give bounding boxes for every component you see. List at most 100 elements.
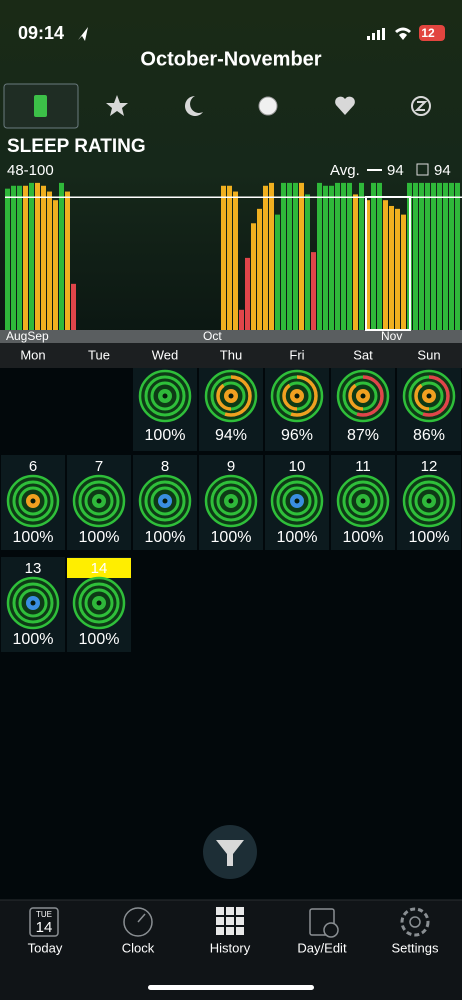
- clock-icon[interactable]: [258, 96, 278, 116]
- sleep-bar: [281, 182, 286, 330]
- home-indicator: [148, 985, 314, 990]
- sleep-rings: [204, 369, 258, 423]
- ring-center: [30, 600, 36, 606]
- tab-label[interactable]: Clock: [122, 940, 155, 955]
- ring-accent-inner: [216, 381, 246, 411]
- ring-accent-inner: [414, 381, 444, 411]
- selected-week-box: [365, 196, 411, 331]
- selected-value: 94: [434, 162, 451, 179]
- ring: [12, 582, 54, 624]
- sleep-bar: [71, 283, 76, 330]
- sleep-bar: [437, 182, 442, 330]
- sleep-rings: [6, 576, 60, 630]
- ring-center: [96, 600, 102, 606]
- day-number: 13: [25, 560, 42, 577]
- today-icon-day: 14: [36, 919, 53, 936]
- sleep-bar: [53, 200, 58, 330]
- average-label: Avg.: [330, 162, 360, 179]
- sleep-bar: [47, 191, 52, 330]
- history-tab-icon[interactable]: [216, 907, 244, 935]
- sleep-bar: [245, 257, 250, 330]
- weekday-label: Mon: [20, 347, 45, 362]
- snooze-z: [414, 101, 428, 111]
- sleep-bar: [425, 182, 430, 330]
- signal-icon: [367, 28, 385, 40]
- weekday-label: Sat: [353, 347, 373, 362]
- ring: [84, 486, 114, 516]
- day-percent: 96%: [281, 427, 313, 444]
- day-edit-clock: [323, 922, 339, 938]
- location-icon: [78, 27, 88, 41]
- sleep-bar: [275, 214, 280, 330]
- day-number: 8: [161, 458, 169, 475]
- sleep-bar: [389, 205, 394, 330]
- sleep-bar: [305, 194, 310, 330]
- ring: [84, 588, 114, 618]
- sleep-bar: [341, 182, 346, 330]
- tab-label[interactable]: Day/Edit: [297, 940, 347, 955]
- day-percent: 100%: [145, 427, 186, 444]
- ring-accent-inner: [282, 381, 312, 411]
- filter-icon: [216, 840, 244, 866]
- day-percent: 87%: [347, 427, 379, 444]
- day-percent: 100%: [79, 529, 120, 546]
- sleep-rings: [6, 474, 60, 528]
- sleep-bar: [317, 182, 322, 330]
- sleep-rings: [336, 369, 390, 423]
- sleep-bar: [251, 223, 256, 330]
- ring-accent: [408, 375, 450, 417]
- sleep-bar: [5, 188, 10, 330]
- ring: [144, 375, 186, 417]
- settings-tab-icon[interactable]: [400, 907, 430, 937]
- ring: [342, 480, 384, 522]
- day-percent: 100%: [13, 529, 54, 546]
- weekday-label: Thu: [220, 347, 242, 362]
- day-percent: 94%: [215, 427, 247, 444]
- sleep-rings: [402, 474, 456, 528]
- tab-label[interactable]: Today: [28, 940, 63, 955]
- sleep-bar: [401, 214, 406, 330]
- month-strip: [0, 330, 462, 343]
- tab-label[interactable]: Settings: [392, 940, 439, 955]
- star-icon[interactable]: [106, 95, 128, 116]
- sleep-rings: [270, 474, 324, 528]
- today-icon[interactable]: [29, 907, 59, 937]
- ring-center: [162, 393, 168, 399]
- moon-icon[interactable]: [185, 96, 203, 116]
- sleep-rings: [72, 474, 126, 528]
- sleep-rings: [72, 576, 126, 630]
- day-percent: 100%: [277, 529, 318, 546]
- ring: [78, 480, 120, 522]
- ring-center: [30, 498, 36, 504]
- ring: [78, 582, 120, 624]
- sleep-bar: [455, 182, 460, 330]
- tab-label[interactable]: History: [210, 940, 251, 955]
- snooze-icon[interactable]: [411, 96, 431, 116]
- sleep-bar: [431, 182, 436, 330]
- sleep-bar: [257, 208, 262, 330]
- sleep-bar: [41, 185, 46, 330]
- sleep-bar: [365, 200, 370, 330]
- ring: [282, 486, 312, 516]
- sleep-bar: [347, 182, 352, 330]
- day-number: 9: [227, 458, 235, 475]
- ring-center: [360, 498, 366, 504]
- day-edit-tab-icon[interactable]: [309, 908, 335, 936]
- clock-tab-icon[interactable]: [123, 907, 153, 937]
- ring: [18, 588, 48, 618]
- tab-bar-background: [0, 900, 462, 1000]
- sleep-bar: [233, 191, 238, 330]
- ring-accent-inner: [348, 381, 378, 411]
- heart-icon[interactable]: [335, 96, 355, 115]
- today-icon-weekday: TUE: [36, 910, 52, 919]
- sleep-rings: [402, 369, 456, 423]
- day-percent: 100%: [343, 529, 384, 546]
- chart-title: SLEEP RATING: [7, 136, 146, 157]
- ring-center: [96, 498, 102, 504]
- ring-center: [162, 498, 168, 504]
- sleep-bar: [35, 182, 40, 330]
- battery-icon: [419, 25, 445, 41]
- sleep-bar: [17, 185, 22, 330]
- sleep-bar: [359, 182, 364, 330]
